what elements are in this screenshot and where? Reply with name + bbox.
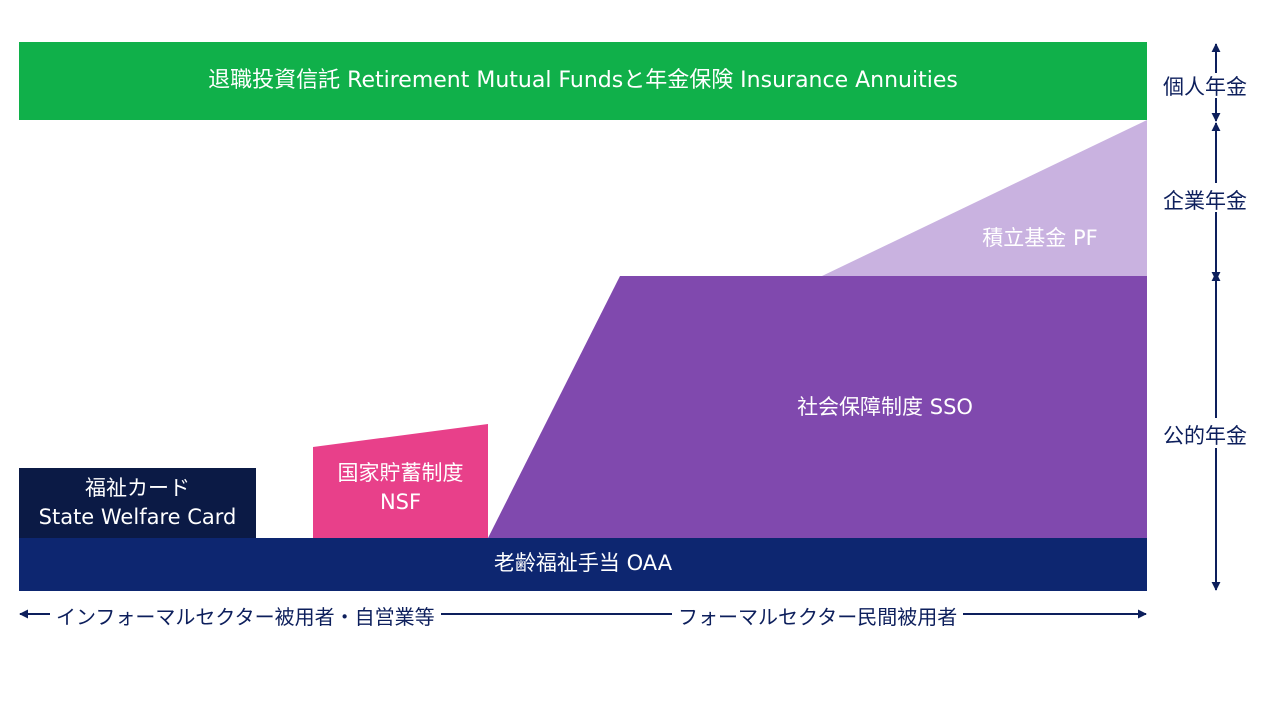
provident-fund-block [822,120,1147,276]
old-age-allowance-block [19,538,1147,591]
welfare-label-line2: State Welfare Card [38,505,237,530]
nsf-label-line1: 国家貯蓄制度 [337,461,464,485]
state-welfare-card-label: 福祉カード State Welfare Card [19,474,256,533]
national-savings-fund-block [313,424,488,538]
retirement-funds-label: 退職投資信託 Retirement Mutual Fundsと年金保険 Insu… [208,68,958,93]
provident-fund-label: 積立基金 PF [982,226,1098,250]
corporate-pension-label: 企業年金 [1163,189,1247,213]
retirement-funds-block [19,42,1147,120]
social-security-label: 社会保障制度 SSO [797,395,973,419]
old-age-allowance-label: 老齢福祉手当 OAA [493,551,673,575]
welfare-label-line1: 福祉カード [85,476,190,500]
public-pension-label: 公的年金 [1163,424,1247,448]
social-security-block [488,276,1147,538]
informal-sector-label: インフォーマルセクター被用者・自営業等 [50,601,441,630]
state-welfare-card-block [19,468,256,538]
nsf-label-line2: NSF [379,490,422,515]
formal-sector-label: フォーマルセクター民間被用者 [672,601,964,630]
personal-pension-label: 個人年金 [1163,75,1247,99]
national-savings-fund-label: 国家貯蓄制度 NSF [313,459,488,518]
